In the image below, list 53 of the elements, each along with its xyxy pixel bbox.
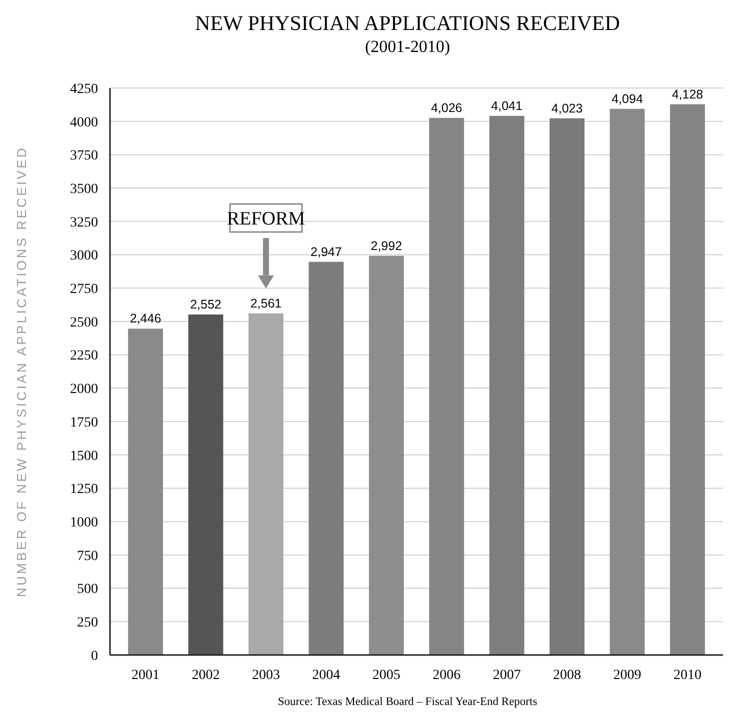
chart-title: NEW PHYSICIAN APPLICATIONS RECEIVED <box>195 11 620 35</box>
y-tick-label: 4000 <box>70 115 98 130</box>
y-tick-label: 1500 <box>70 448 98 464</box>
data-label: 2,947 <box>310 244 342 259</box>
bar <box>489 116 524 655</box>
bar <box>368 256 404 655</box>
bar <box>308 262 344 655</box>
y-tick-label: 3250 <box>70 215 98 230</box>
data-label: 4,094 <box>612 92 643 106</box>
y-tick-label: 0 <box>91 648 98 664</box>
x-tick-label: 2002 <box>192 668 220 683</box>
annotation: REFORM <box>226 208 306 230</box>
data-label: 4,026 <box>430 100 462 115</box>
bar <box>128 328 163 655</box>
x-tick-label: 2001 <box>132 668 160 683</box>
x-tick-label: 2007 <box>492 668 521 683</box>
data-label: 2,561 <box>250 296 282 310</box>
y-tick-label: 750 <box>77 548 98 564</box>
bar <box>429 118 464 655</box>
x-tick-label: 2009 <box>613 668 642 683</box>
y-tick-label: 2250 <box>70 348 98 364</box>
bar <box>248 313 284 655</box>
data-label: 2,992 <box>370 238 402 253</box>
bar <box>670 104 705 655</box>
x-tick-label: 2005 <box>372 668 400 683</box>
bar <box>610 108 645 655</box>
source-note: Source: Texas Medical Board – Fiscal Year-End Reports <box>278 696 538 708</box>
bar <box>188 314 224 655</box>
y-tick-label: 1750 <box>70 415 98 430</box>
chart-subtitle: (2001-2010) <box>365 37 450 56</box>
x-tick-label: 2010 <box>673 668 702 683</box>
data-label: 2,446 <box>130 312 162 326</box>
x-tick-label: 2003 <box>252 668 280 683</box>
bar <box>550 118 585 655</box>
data-label: 4,023 <box>551 101 583 116</box>
y-tick-label: 3750 <box>70 148 98 164</box>
data-label: 2,552 <box>190 298 222 312</box>
y-tick-label: 4250 <box>70 82 98 97</box>
y-tick-label: 2000 <box>70 382 98 398</box>
x-tick-label: 2006 <box>432 668 461 683</box>
x-tick-label: 2008 <box>553 668 582 683</box>
y-tick-label: 1250 <box>70 482 98 498</box>
y-tick-label: 3500 <box>70 182 98 197</box>
x-tick-label: 2004 <box>312 668 340 683</box>
y-tick-label: 2750 <box>70 282 98 298</box>
data-label: 4,128 <box>672 87 704 102</box>
data-label: 4,041 <box>491 98 523 113</box>
y-tick-label: 2500 <box>70 315 98 330</box>
y-axis-title: NUMBER OF NEW PHYSICIAN APPLICATIONS RECEIVED <box>14 146 29 598</box>
y-tick-label: 250 <box>77 616 98 631</box>
y-tick-label: 500 <box>77 582 98 598</box>
y-tick-label: 1000 <box>70 515 98 530</box>
y-tick-label: 3000 <box>70 248 98 264</box>
